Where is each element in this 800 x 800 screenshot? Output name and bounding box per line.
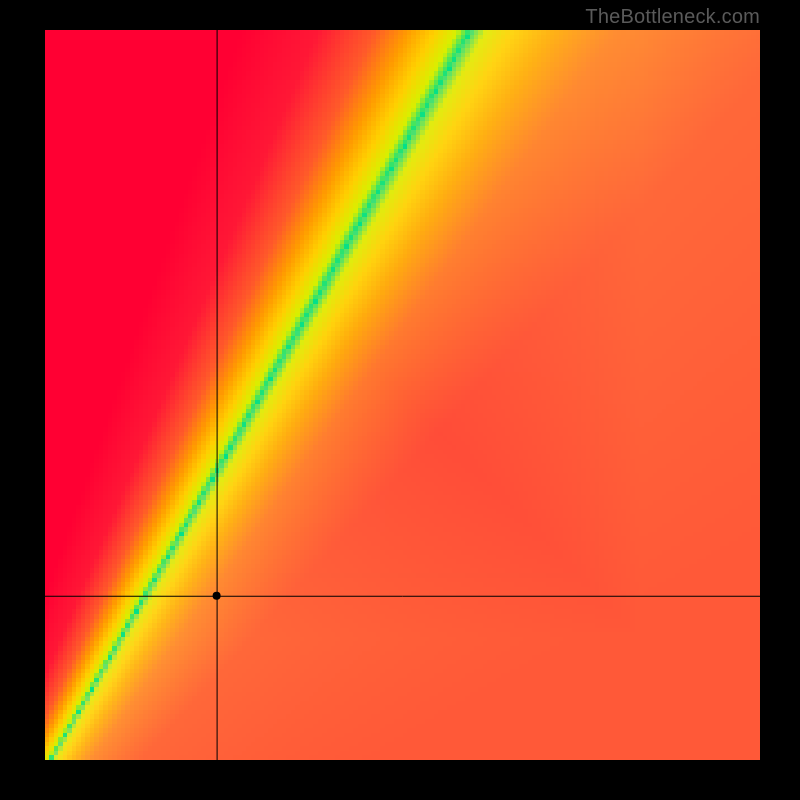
watermark-text: TheBottleneck.com	[585, 6, 760, 29]
bottleneck-heatmap	[45, 30, 760, 760]
